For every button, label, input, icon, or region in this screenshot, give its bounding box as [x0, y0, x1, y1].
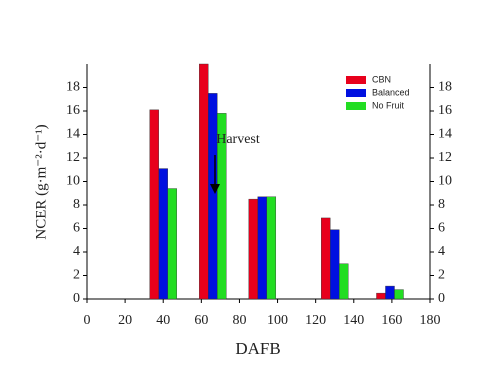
- y2-tick-label: 14: [438, 127, 452, 142]
- x-tick-label: 120: [305, 313, 326, 328]
- legend-swatch: [346, 89, 366, 97]
- legend-swatch: [346, 76, 366, 84]
- y-tick-label: 16: [66, 103, 80, 118]
- y2-tick-label: 16: [438, 103, 452, 118]
- y-axis-label: NCER (g·m⁻²·d⁻¹): [33, 124, 49, 239]
- legend-label: No Fruit: [372, 100, 405, 110]
- y2-tick-label: 0: [438, 291, 445, 306]
- y-tick-label: 10: [66, 174, 80, 189]
- annotation: Harvest: [216, 132, 260, 147]
- legend-label: Balanced: [372, 87, 410, 97]
- y2-tick-label: 10: [438, 174, 452, 189]
- bar: [339, 263, 349, 300]
- x-tick-label: 160: [381, 313, 402, 328]
- y-tick-label: 0: [73, 291, 80, 306]
- bar: [321, 217, 331, 300]
- y-tick-label: 4: [73, 244, 80, 259]
- x-tick-label: 20: [118, 313, 132, 328]
- bar: [208, 93, 218, 300]
- bar: [266, 196, 277, 300]
- bar: [257, 196, 268, 300]
- y-tick-label: 6: [73, 221, 80, 236]
- bar: [248, 198, 259, 300]
- bar: [158, 168, 168, 300]
- bar: [199, 63, 209, 300]
- x-tick-label: 80: [232, 313, 246, 328]
- x-tick-label: 140: [343, 313, 364, 328]
- y-tick-label: 2: [73, 268, 80, 283]
- y-tick-label: 14: [66, 127, 80, 142]
- y-tick-label: 8: [73, 197, 80, 212]
- y2-tick-label: 6: [438, 221, 445, 236]
- y2-tick-label: 4: [438, 244, 445, 259]
- y2-tick-label: 18: [438, 80, 452, 95]
- x-tick-label: 40: [156, 313, 170, 328]
- legend-label: CBN: [372, 74, 391, 84]
- bar: [167, 188, 177, 300]
- x-axis-label: DAFB: [235, 339, 280, 358]
- bar: [385, 285, 395, 300]
- y-tick-label: 18: [66, 80, 80, 95]
- x-tick-label: 60: [194, 313, 208, 328]
- legend-swatch: [346, 102, 366, 110]
- bar: [217, 113, 227, 300]
- bar: [330, 229, 340, 300]
- bar: [149, 109, 159, 300]
- y-tick-label: 12: [66, 150, 80, 165]
- bar: [394, 289, 404, 300]
- x-tick-label: 180: [420, 313, 441, 328]
- y2-tick-label: 8: [438, 197, 445, 212]
- x-tick-label: 100: [267, 313, 288, 328]
- y2-tick-label: 12: [438, 150, 452, 165]
- x-tick-label: 0: [84, 313, 91, 328]
- y2-tick-label: 2: [438, 268, 445, 283]
- annotation-arrowhead: [210, 184, 220, 194]
- bar: [376, 292, 386, 300]
